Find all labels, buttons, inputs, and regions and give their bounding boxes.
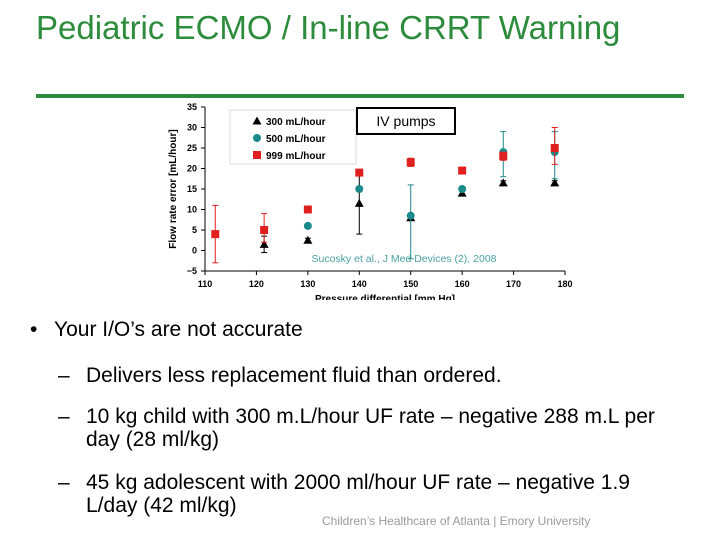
sub-bullet-dash: – <box>58 364 70 387</box>
sub-bullet-3: – 45 kg adolescent with 2000 ml/hour UF … <box>58 471 678 517</box>
sub-bullet-1: – Delivers less replacement fluid than o… <box>58 364 678 387</box>
legend-box <box>229 109 357 165</box>
legend-label: 500 mL/hour <box>266 134 326 145</box>
data-point-square <box>303 205 312 214</box>
data-point-square <box>499 152 508 161</box>
x-tick-label: 180 <box>557 279 572 289</box>
footer-credit: Children’s Healthcare of Atlanta | Emory… <box>322 514 591 528</box>
data-point-circle <box>458 185 467 193</box>
legend-marker-triangle <box>252 116 262 125</box>
y-tick-label: 5 <box>192 225 197 235</box>
sub-bullet-text: Delivers less replacement fluid than ord… <box>86 364 502 387</box>
bullet-list: • Your I/O’s are not accurate <box>30 318 710 342</box>
data-point-circle <box>303 221 312 230</box>
slide-title: Pediatric ECMO / In-line CRRT Warning <box>36 9 621 46</box>
y-tick-label: 35 <box>187 102 197 112</box>
data-point-circle <box>355 185 364 193</box>
legend-label: 999 mL/hour <box>266 151 326 162</box>
bullet-main: • Your I/O’s are not accurate <box>30 318 710 342</box>
y-tick-label: 0 <box>192 246 197 256</box>
sub-bullet-2: – 10 kg child with 300 m.L/hour UF rate … <box>58 405 678 451</box>
legend-marker-circle <box>253 134 261 142</box>
data-point-triangle <box>303 235 313 244</box>
y-tick-label: 20 <box>187 164 197 174</box>
x-tick-label: 160 <box>455 279 470 289</box>
data-point-triangle <box>498 178 508 187</box>
data-point-triangle <box>259 239 269 248</box>
iv-pumps-label: IV pumps <box>376 113 435 129</box>
data-point-triangle <box>550 178 560 187</box>
x-tick-label: 140 <box>352 279 367 289</box>
sub-bullet-text: 10 kg child with 300 m.L/hour UF rate – … <box>86 405 655 451</box>
data-point-square <box>458 166 467 175</box>
y-tick-label: 25 <box>187 143 197 153</box>
iv-pumps-box <box>356 107 456 135</box>
sub-bullet-dash: – <box>58 405 70 428</box>
y-tick-label: 15 <box>187 184 197 194</box>
bullet-dot-glyph: • <box>30 318 38 341</box>
x-tick-label: 130 <box>300 279 315 289</box>
x-tick-label: 150 <box>403 279 418 289</box>
data-point-triangle <box>354 198 364 207</box>
y-tick-label: 10 <box>187 205 197 215</box>
legend-label: 300 mL/hour <box>266 117 326 128</box>
bullet-main-text: Your I/O’s are not accurate <box>54 318 303 341</box>
data-point-square <box>550 144 559 152</box>
sub-bullet-text: 45 kg adolescent with 2000 ml/hour UF ra… <box>86 471 630 517</box>
y-axis-label: Flow rate error [mL/hour] <box>168 129 179 248</box>
x-tick-label: 110 <box>198 279 213 289</box>
data-point-square <box>355 168 364 177</box>
y-tick-label: 30 <box>187 123 197 133</box>
sub-bullet-dash: – <box>58 471 70 494</box>
data-point-circle <box>406 211 415 220</box>
citation-label: Sucosky et al., J Med Devices (2), 2008 <box>312 253 497 265</box>
x-axis-label: Pressure differential [mm Hg] <box>315 294 455 300</box>
data-point-square <box>406 158 415 167</box>
data-point-square <box>260 226 269 234</box>
title-divider <box>36 94 684 98</box>
y-tick-label: −5 <box>187 266 197 276</box>
x-tick-label: 170 <box>506 279 521 289</box>
data-point-square <box>211 230 220 239</box>
x-tick-label: 120 <box>249 279 264 289</box>
flow-error-chart: −5 0 5 10 15 20 25 30 35 110 120 130 140 150 160 170 180… <box>168 102 573 300</box>
legend-marker-square <box>253 151 261 159</box>
